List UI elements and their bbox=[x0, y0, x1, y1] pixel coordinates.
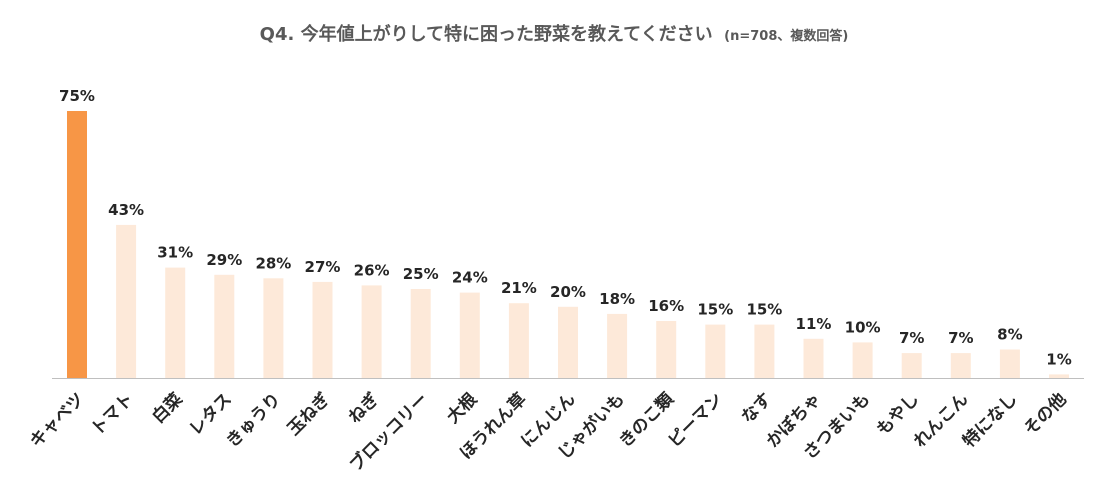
bar-17 bbox=[852, 342, 873, 378]
bar-7 bbox=[361, 285, 382, 378]
bar-11 bbox=[558, 306, 578, 378]
value-label-1: 75% bbox=[59, 87, 95, 105]
category-label-20: 特になし bbox=[959, 389, 1022, 452]
value-label-21: 1% bbox=[1046, 350, 1071, 368]
value-label-14: 15% bbox=[697, 301, 733, 319]
value-label-3: 31% bbox=[157, 244, 193, 262]
bar-8 bbox=[410, 289, 431, 378]
category-label-3: 白菜 bbox=[148, 388, 188, 428]
chart-subtitle: (n=708、複数回答) bbox=[724, 28, 848, 44]
value-label-12: 18% bbox=[599, 290, 635, 308]
value-label-2: 43% bbox=[108, 201, 144, 219]
value-label-10: 21% bbox=[501, 279, 537, 297]
value-label-16: 11% bbox=[796, 315, 832, 333]
chart-title-main: Q4. 今年値上がりして特に困った野菜を教えてください bbox=[260, 23, 713, 45]
bar-2 bbox=[116, 224, 137, 378]
bar-4 bbox=[214, 274, 235, 378]
value-label-4: 29% bbox=[206, 251, 242, 269]
category-label-7: ねぎ bbox=[344, 389, 383, 428]
value-label-8: 25% bbox=[403, 265, 439, 283]
value-label-13: 16% bbox=[648, 297, 684, 315]
bar-13 bbox=[656, 321, 677, 378]
bar-18 bbox=[901, 353, 922, 378]
value-label-6: 27% bbox=[305, 258, 341, 276]
category-label-2: トマト bbox=[87, 389, 137, 439]
value-label-19: 7% bbox=[948, 329, 973, 347]
category-label-9: 大根 bbox=[442, 389, 481, 428]
bar-6 bbox=[312, 281, 333, 378]
bar-1 bbox=[67, 111, 87, 378]
category-label-6: 玉ねぎ bbox=[283, 389, 334, 440]
bar-3 bbox=[165, 267, 186, 378]
category-label-1: キャベツ bbox=[26, 389, 88, 451]
bar-14 bbox=[705, 324, 726, 378]
chart-title: Q4. 今年値上がりして特に困った野菜を教えてください (n=708、複数回答) bbox=[260, 23, 849, 45]
bar-16 bbox=[803, 338, 824, 378]
value-label-20: 8% bbox=[997, 326, 1022, 344]
bar-12 bbox=[607, 313, 628, 378]
category-label-15: なす bbox=[738, 389, 776, 427]
bar-21 bbox=[1049, 374, 1069, 378]
category-label-14: ピーマン bbox=[665, 389, 727, 451]
value-label-18: 7% bbox=[899, 329, 924, 347]
category-label-21: その他 bbox=[1020, 389, 1071, 440]
value-label-15: 15% bbox=[746, 301, 782, 319]
bar-5 bbox=[263, 278, 284, 378]
bar-10 bbox=[508, 303, 529, 378]
value-labels-layer: 75% 43% 31% 29% 28% 27% 26% 25% 24% 21% 20% 18% 16% 1… bbox=[59, 87, 1072, 368]
bar-15 bbox=[754, 324, 775, 378]
value-label-9: 24% bbox=[452, 269, 488, 287]
bar-19 bbox=[950, 353, 971, 378]
value-label-17: 10% bbox=[845, 318, 881, 336]
bar-9 bbox=[459, 292, 480, 378]
value-label-5: 28% bbox=[255, 254, 291, 272]
bars-layer bbox=[67, 111, 1069, 378]
bar-20 bbox=[999, 349, 1020, 378]
value-label-7: 26% bbox=[354, 261, 390, 279]
category-label-5: きゅうり bbox=[223, 389, 285, 451]
value-label-11: 20% bbox=[550, 283, 586, 301]
